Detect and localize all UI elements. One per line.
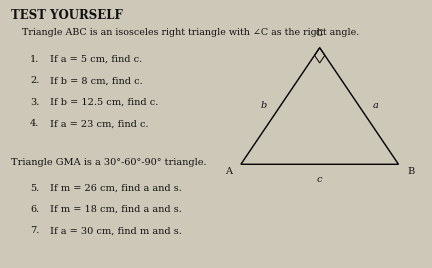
Text: B: B [407, 168, 415, 176]
Text: 1.: 1. [30, 55, 40, 64]
Text: 3.: 3. [30, 98, 40, 107]
Text: A: A [225, 168, 232, 176]
Text: a: a [373, 102, 378, 110]
Text: b: b [260, 102, 267, 110]
Text: c: c [317, 175, 322, 184]
Text: If b = 8 cm, find c.: If b = 8 cm, find c. [50, 76, 143, 85]
Text: 5.: 5. [30, 184, 39, 193]
Text: If a = 23 cm, find c.: If a = 23 cm, find c. [50, 119, 148, 128]
Text: If a = 30 cm, find m and s.: If a = 30 cm, find m and s. [50, 226, 181, 236]
Text: Triangle ABC is an isosceles right triangle with ∠C as the right angle.: Triangle ABC is an isosceles right trian… [22, 28, 359, 37]
Text: TEST YOURSELF: TEST YOURSELF [11, 9, 123, 23]
Text: 2.: 2. [30, 76, 40, 85]
Text: If m = 26 cm, find a and s.: If m = 26 cm, find a and s. [50, 184, 181, 193]
Text: C: C [316, 29, 324, 38]
Text: 7.: 7. [30, 226, 40, 236]
Text: Triangle GMA is a 30°-60°-90° triangle.: Triangle GMA is a 30°-60°-90° triangle. [11, 158, 206, 167]
Text: 6.: 6. [30, 205, 39, 214]
Text: If m = 18 cm, find a and s.: If m = 18 cm, find a and s. [50, 205, 181, 214]
Text: If a = 5 cm, find c.: If a = 5 cm, find c. [50, 55, 142, 64]
Text: 4.: 4. [30, 119, 40, 128]
Text: If b = 12.5 cm, find c.: If b = 12.5 cm, find c. [50, 98, 158, 107]
